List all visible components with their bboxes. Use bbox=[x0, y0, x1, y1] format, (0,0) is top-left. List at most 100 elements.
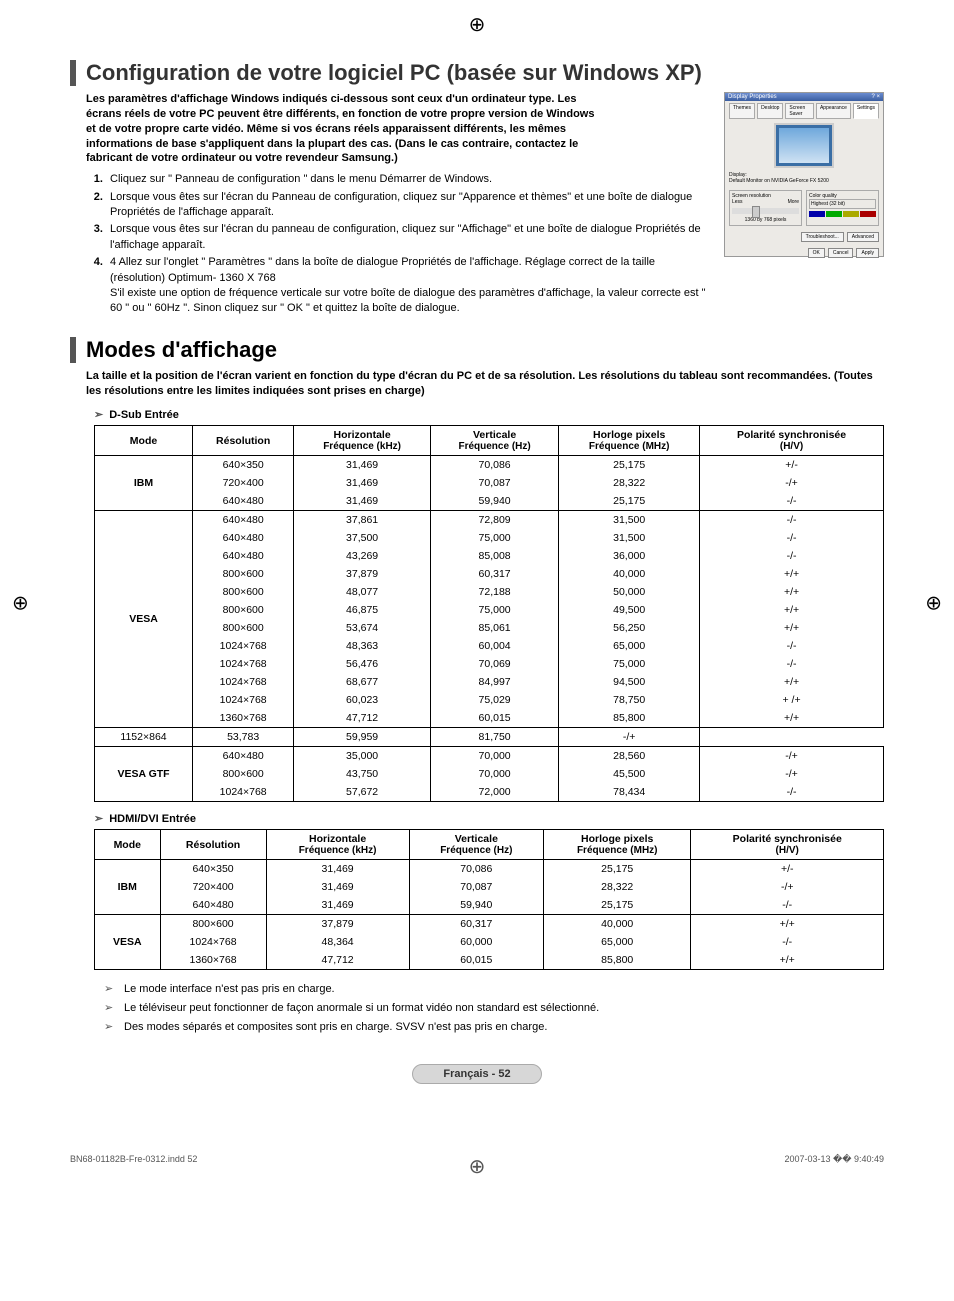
data-cell: 45,500 bbox=[559, 765, 700, 783]
data-cell: -/+ bbox=[700, 474, 884, 492]
dialog-btn-ok: OK bbox=[808, 248, 825, 258]
data-cell: 53,783 bbox=[193, 728, 294, 747]
data-cell: 72,188 bbox=[430, 583, 558, 601]
data-cell: 84,997 bbox=[430, 673, 558, 691]
data-cell: 75,000 bbox=[559, 655, 700, 673]
mode-cell: VESA bbox=[95, 915, 161, 970]
dialog-btn-apply: Apply bbox=[856, 248, 879, 258]
crop-mark-top: ⊕ bbox=[469, 12, 486, 37]
data-cell: 57,672 bbox=[294, 783, 431, 802]
data-cell: +/- bbox=[700, 456, 884, 475]
step-4-extra: S'il existe une option de fréquence vert… bbox=[110, 287, 706, 314]
data-cell: 68,677 bbox=[294, 673, 431, 691]
th-vfreq-2: VerticaleFréquence (Hz) bbox=[409, 830, 543, 860]
table-row: 720×40031,46970,08728,322-/+ bbox=[95, 878, 884, 896]
table-row: VESA GTF640×48035,00070,00028,560-/+ bbox=[95, 747, 884, 766]
data-cell: -/- bbox=[691, 896, 884, 915]
data-cell: 85,008 bbox=[430, 547, 558, 565]
data-cell: 59,959 bbox=[294, 728, 431, 747]
table-row: 640×48043,26985,00836,000-/- bbox=[95, 547, 884, 565]
crop-mark-right: ⊕ bbox=[925, 590, 942, 615]
data-cell: 800×600 bbox=[193, 565, 294, 583]
page-title: Configuration de votre logiciel PC (basé… bbox=[86, 60, 884, 86]
th-mode: Mode bbox=[95, 426, 193, 456]
data-cell: 70,087 bbox=[430, 474, 558, 492]
data-cell: 75,029 bbox=[430, 691, 558, 709]
data-cell: 70,086 bbox=[409, 860, 543, 879]
data-cell: 59,940 bbox=[409, 896, 543, 915]
table-row: 800×60048,07772,18850,000+/+ bbox=[95, 583, 884, 601]
data-cell: 31,469 bbox=[266, 878, 409, 896]
table-row: IBM640×35031,46970,08625,175+/- bbox=[95, 860, 884, 879]
data-cell: 25,175 bbox=[543, 896, 690, 915]
dialog-tab-appearance: Appearance bbox=[816, 103, 851, 119]
data-cell: -/- bbox=[700, 492, 884, 511]
table-row: 640×48037,50075,00031,500-/- bbox=[95, 529, 884, 547]
data-cell: 40,000 bbox=[559, 565, 700, 583]
data-cell: 65,000 bbox=[559, 637, 700, 655]
dialog-tab-desktop: Desktop bbox=[757, 103, 783, 119]
data-cell: 85,800 bbox=[559, 709, 700, 728]
data-cell: 40,000 bbox=[543, 915, 690, 934]
hdmi-table: Mode Résolution HorizontaleFréquence (kH… bbox=[94, 829, 884, 970]
data-cell: 56,476 bbox=[294, 655, 431, 673]
data-cell: 1024×768 bbox=[160, 933, 266, 951]
data-cell: 1024×768 bbox=[193, 655, 294, 673]
data-cell: + /+ bbox=[700, 691, 884, 709]
dialog-display-text: Default Monitor on NVIDIA GeForce FX 520… bbox=[729, 178, 879, 184]
data-cell: 31,469 bbox=[294, 456, 431, 475]
data-cell: 48,077 bbox=[294, 583, 431, 601]
data-cell: 70,000 bbox=[430, 765, 558, 783]
data-cell: 1360×768 bbox=[193, 709, 294, 728]
dialog-res-more: More bbox=[788, 199, 799, 205]
mode-cell: VESA bbox=[95, 511, 193, 728]
data-cell: 60,004 bbox=[430, 637, 558, 655]
data-cell: +/+ bbox=[700, 709, 884, 728]
data-cell: 640×350 bbox=[193, 456, 294, 475]
table-row: 800×60053,67485,06156,250+/+ bbox=[95, 619, 884, 637]
th-hfreq: HorizontaleFréquence (kHz) bbox=[294, 426, 431, 456]
table-row: 1024×76848,36360,00465,000-/- bbox=[95, 637, 884, 655]
data-cell: 25,175 bbox=[559, 492, 700, 511]
th-polarity: Polarité synchronisée(H/V) bbox=[700, 426, 884, 456]
data-cell: 60,015 bbox=[430, 709, 558, 728]
data-cell: 78,434 bbox=[559, 783, 700, 802]
dialog-color-value: Highest (32 bit) bbox=[809, 199, 876, 209]
dialog-res-less: Less bbox=[732, 199, 743, 205]
table-row: 1360×76847,71260,01585,800+/+ bbox=[95, 709, 884, 728]
crop-mark-left: ⊕ bbox=[12, 590, 29, 615]
table-row: 720×40031,46970,08728,322-/+ bbox=[95, 474, 884, 492]
dialog-btn-cancel: Cancel bbox=[828, 248, 854, 258]
data-cell: +/+ bbox=[691, 951, 884, 970]
data-cell: 50,000 bbox=[559, 583, 700, 601]
table-row: 800×60037,87960,31740,000+/+ bbox=[95, 565, 884, 583]
table-row: 1024×76856,47670,06975,000-/- bbox=[95, 655, 884, 673]
data-cell: 37,861 bbox=[294, 511, 431, 530]
data-cell: 48,363 bbox=[294, 637, 431, 655]
data-cell: 60,317 bbox=[409, 915, 543, 934]
data-cell: 60,000 bbox=[409, 933, 543, 951]
table-row: 1024×76860,02375,02978,750+ /+ bbox=[95, 691, 884, 709]
data-cell: 47,712 bbox=[266, 951, 409, 970]
data-cell: +/+ bbox=[700, 583, 884, 601]
data-cell: 60,023 bbox=[294, 691, 431, 709]
dsub-table: Mode Résolution HorizontaleFréquence (kH… bbox=[94, 425, 884, 802]
data-cell: -/+ bbox=[559, 728, 700, 747]
data-cell: 640×480 bbox=[160, 896, 266, 915]
data-cell: 31,469 bbox=[294, 474, 431, 492]
data-cell: 43,750 bbox=[294, 765, 431, 783]
data-cell: 800×600 bbox=[160, 915, 266, 934]
table-row: VESA640×48037,86172,80931,500-/- bbox=[95, 511, 884, 530]
data-cell: 85,800 bbox=[543, 951, 690, 970]
data-cell: 31,469 bbox=[266, 896, 409, 915]
data-cell: 59,940 bbox=[430, 492, 558, 511]
mode-cell: IBM bbox=[95, 860, 161, 915]
step-4-text: 4 Allez sur l'onglet " Paramètres " dans… bbox=[110, 256, 655, 283]
data-cell: 31,469 bbox=[294, 492, 431, 511]
data-cell: -/+ bbox=[691, 878, 884, 896]
table-row: 1360×76847,71260,01585,800+/+ bbox=[95, 951, 884, 970]
hdmi-label: HDMI/DVI Entrée bbox=[94, 812, 884, 825]
data-cell: -/- bbox=[700, 511, 884, 530]
dsub-label: D-Sub Entrée bbox=[94, 408, 884, 421]
modes-intro: La taille et la position de l'écran vari… bbox=[86, 369, 884, 399]
